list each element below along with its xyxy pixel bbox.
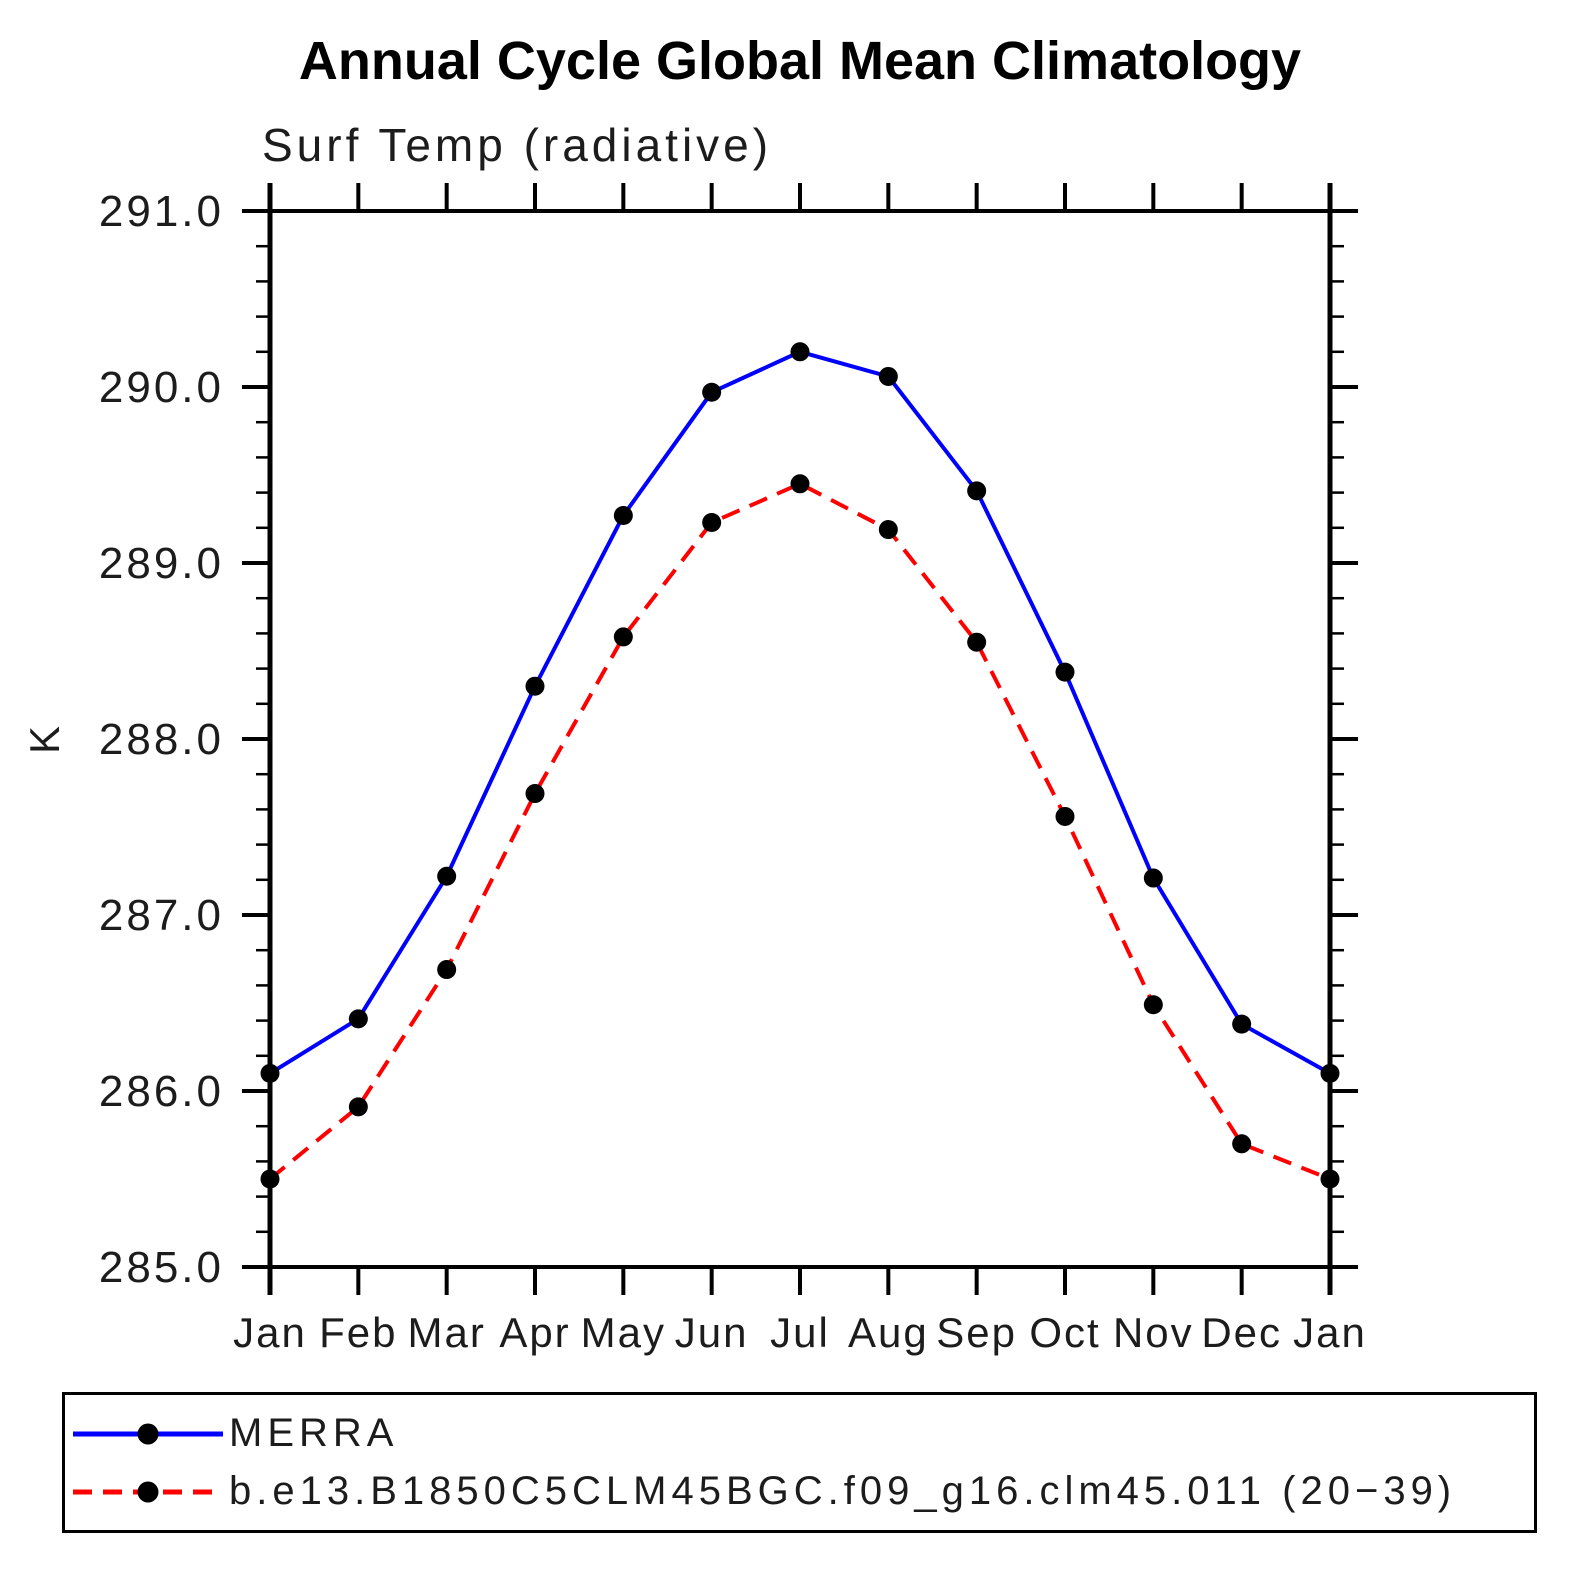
svg-text:Jan: Jan bbox=[233, 1309, 307, 1356]
svg-text:285.0: 285.0 bbox=[99, 1243, 224, 1292]
svg-text:290.0: 290.0 bbox=[99, 363, 224, 412]
legend-label-model: b.e13.B1850C5CLM45BGC.f09_g16.clm45.011 … bbox=[229, 1469, 1457, 1513]
svg-text:Dec: Dec bbox=[1201, 1309, 1282, 1356]
chart-subtitle: Surf Temp (radiative) bbox=[262, 119, 773, 171]
svg-text:289.0: 289.0 bbox=[99, 539, 224, 588]
svg-text:Sep: Sep bbox=[936, 1309, 1017, 1356]
svg-text:May: May bbox=[581, 1309, 666, 1356]
legend-line-sample-dashed bbox=[73, 1481, 223, 1502]
svg-text:Aug: Aug bbox=[848, 1309, 929, 1356]
legend-label-merra: MERRA bbox=[229, 1411, 399, 1455]
legend-row-model: b.e13.B1850C5CLM45BGC.f09_g16.clm45.011 … bbox=[65, 1463, 1534, 1521]
svg-text:Mar: Mar bbox=[407, 1309, 485, 1356]
chart-title: Annual Cycle Global Mean Climatology bbox=[298, 31, 1302, 91]
svg-text:Jan: Jan bbox=[1293, 1309, 1367, 1356]
svg-text:287.0: 287.0 bbox=[99, 891, 224, 940]
svg-text:Feb: Feb bbox=[319, 1309, 397, 1356]
svg-text:Nov: Nov bbox=[1113, 1309, 1194, 1356]
svg-text:Apr: Apr bbox=[499, 1309, 570, 1356]
svg-text:288.0: 288.0 bbox=[99, 715, 224, 764]
plot-area: 285.0 286.0 287.0 288.0 289.0 290.0 291.0 Jan Fe… bbox=[99, 183, 1367, 1356]
svg-text:Jun: Jun bbox=[675, 1309, 749, 1356]
svg-text:Jul: Jul bbox=[770, 1309, 830, 1356]
legend-row-merra: MERRA bbox=[65, 1405, 1534, 1463]
svg-text:286.0: 286.0 bbox=[99, 1067, 224, 1116]
svg-text:Oct: Oct bbox=[1029, 1309, 1100, 1356]
legend-line-sample-solid bbox=[73, 1423, 223, 1444]
y-axis-title: K bbox=[21, 723, 68, 755]
legend-box: MERRA b.e13.B1850C5CLM45BGC.f09_g16.clm4… bbox=[62, 1392, 1537, 1533]
svg-text:291.0: 291.0 bbox=[99, 187, 224, 236]
